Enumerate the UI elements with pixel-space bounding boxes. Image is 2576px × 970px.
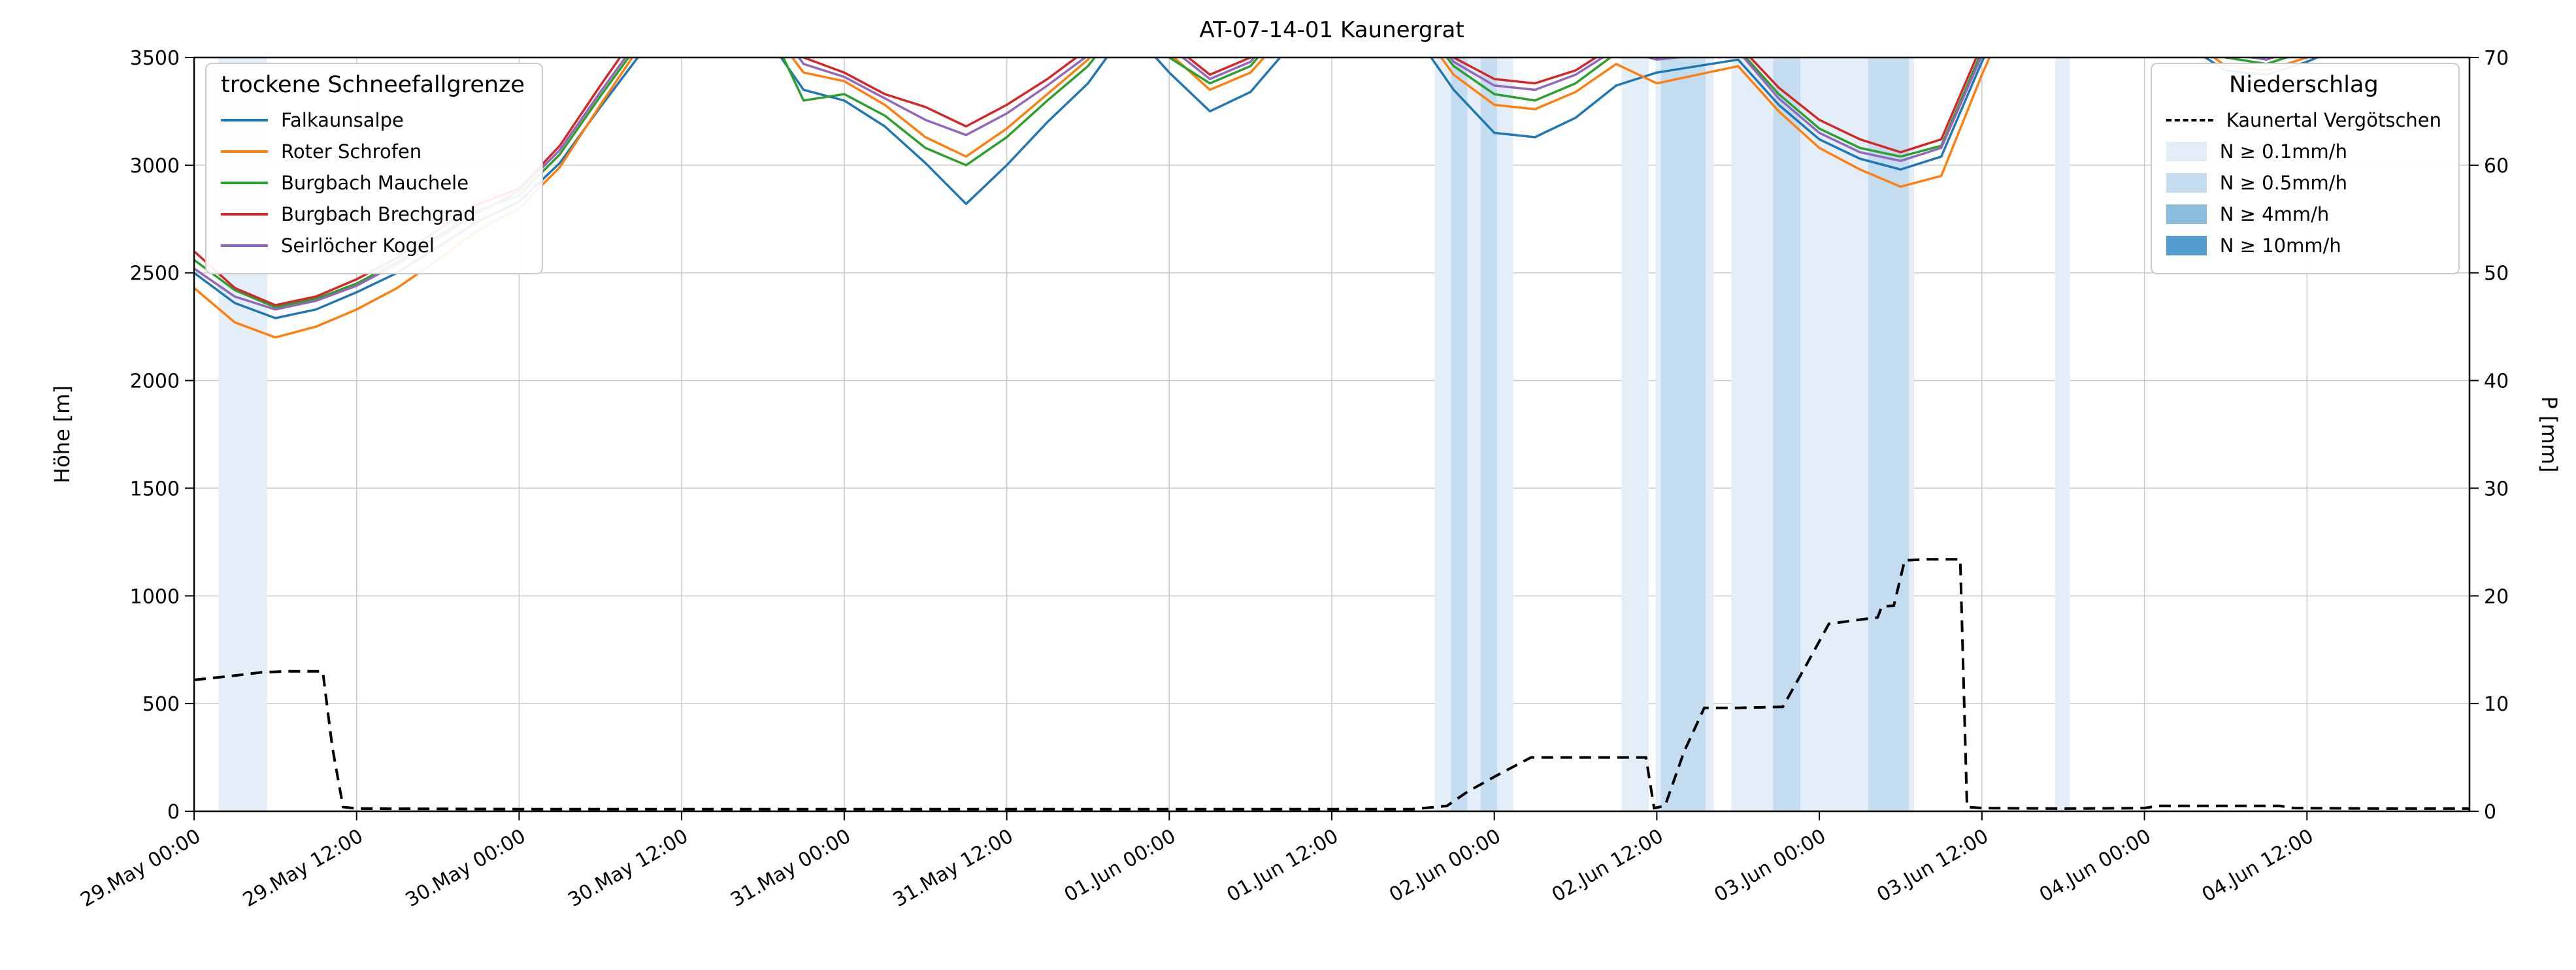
y-tick-label-right: 70 <box>2484 47 2509 70</box>
burgbach-mauchele-line-swatch <box>221 182 268 184</box>
gridlines <box>194 57 2469 811</box>
x-tick-label: 31.May 12:00 <box>889 825 1017 912</box>
precip-band <box>2055 57 2070 811</box>
precip-band <box>1481 57 1497 811</box>
burgbach-brechgrad-line-swatch <box>221 213 268 216</box>
y-tick-label-left: 3000 <box>130 155 180 178</box>
y-tick-label-right: 0 <box>2484 801 2496 824</box>
x-tick-label: 30.May 00:00 <box>402 825 530 912</box>
series-line-seirl-cher-kogel <box>194 57 2277 311</box>
y-tick-label-left: 2000 <box>130 370 180 393</box>
legend-item-falkaunsalpe: Falkaunsalpe <box>221 105 525 136</box>
y-tick-label-right: 40 <box>2484 370 2509 393</box>
legend-item-label: Burgbach Brechgrad <box>281 203 476 225</box>
band-swatch-4mmh <box>2166 204 2207 224</box>
y-tick-label-left: 2500 <box>130 263 180 285</box>
legend-snowline: trockene Schneefallgrenze Falkaunsalpe R… <box>205 63 543 274</box>
precipitation-line-swatch <box>2166 119 2213 121</box>
legend-item-label: Burgbach Mauchele <box>281 172 469 194</box>
legend-item-label: Kaunertal Vergötschen <box>2226 109 2441 131</box>
legend-precipitation-title: Niederschlag <box>2229 72 2379 98</box>
y-axis-label-right: P [mm] <box>2537 396 2562 473</box>
precip-band <box>1621 57 1649 811</box>
y-tick-label-left: 0 <box>167 801 180 824</box>
y-tick-label-right: 60 <box>2484 155 2509 178</box>
legend-item-band-0.1mmh: N ≥ 0.1mm/h <box>2166 136 2441 167</box>
axis-ticks <box>185 57 2479 820</box>
x-tick-label: 01.Jun 00:00 <box>1061 825 1180 907</box>
band-swatch-0.1mmh <box>2166 142 2207 161</box>
legend-precipitation: Niederschlag Kaunertal Vergötschen N ≥ 0… <box>2150 63 2460 274</box>
legend-item-label: Seirlöcher Kogel <box>281 234 435 257</box>
legend-item-burgbach-mauchele: Burgbach Mauchele <box>221 167 525 199</box>
legend-item-seirloecher-kogel: Seirlöcher Kogel <box>221 230 525 261</box>
x-tick-label: 29.May 12:00 <box>239 825 367 912</box>
falkaunsalpe-line-swatch <box>221 119 268 121</box>
series-line-roter-schrofen <box>194 57 2310 339</box>
precip-band <box>1660 57 1706 811</box>
series-line-burgbach-brechgrad <box>194 57 1978 306</box>
y-tick-label-right: 20 <box>2484 585 2509 608</box>
roter-schrofen-line-swatch <box>221 150 268 153</box>
y-tick-label-right: 30 <box>2484 477 2509 500</box>
y-tick-label-left: 1000 <box>130 585 180 608</box>
precip-band <box>1451 57 1468 811</box>
precip-band <box>1773 57 1801 811</box>
x-tick-label: 04.Jun 12:00 <box>2198 825 2318 907</box>
x-tick-label: 31.May 00:00 <box>727 825 855 912</box>
series-line-falkaunsalpe <box>194 57 2320 319</box>
x-tick-label: 29.May 00:00 <box>76 825 205 912</box>
legend-item-band-4mmh: N ≥ 4mm/h <box>2166 199 2441 230</box>
y-tick-label-left: 500 <box>142 693 180 716</box>
x-tick-label: 03.Jun 00:00 <box>1711 825 1830 907</box>
precip-band <box>1434 57 1513 811</box>
chart-title: AT-07-14-01 Kaunergrat <box>1199 17 1464 43</box>
band-swatch-0.5mmh <box>2166 173 2207 193</box>
y-axis-label-left: Höhe [m] <box>50 385 74 483</box>
legend-item-label: N ≥ 0.5mm/h <box>2219 172 2347 194</box>
data-lines <box>194 57 2469 811</box>
legend-item-kaunertal-vergoetschen: Kaunertal Vergötschen <box>2166 105 2441 136</box>
legend-item-label: Falkaunsalpe <box>281 109 404 131</box>
legend-item-label: N ≥ 10mm/h <box>2219 234 2341 257</box>
legend-item-label: Roter Schrofen <box>281 140 422 163</box>
precip-bands <box>218 57 2070 811</box>
x-tick-label: 30.May 12:00 <box>564 825 692 912</box>
x-tick-label: 02.Jun 12:00 <box>1548 825 1668 907</box>
precip-band <box>1868 57 1909 811</box>
x-tick-label: 04.Jun 00:00 <box>2036 825 2155 907</box>
legend-item-burgbach-brechgrad: Burgbach Brechgrad <box>221 199 525 230</box>
x-tick-label: 02.Jun 00:00 <box>1385 825 1505 907</box>
y-tick-label-left: 1500 <box>130 477 180 500</box>
legend-snowline-title: trockene Schneefallgrenze <box>221 72 525 98</box>
series-line-burgbach-mauchele <box>194 57 2290 309</box>
legend-item-label: N ≥ 4mm/h <box>2219 203 2330 225</box>
x-tick-label: 03.Jun 12:00 <box>1873 825 1992 907</box>
seirloecher-kogel-line-swatch <box>221 244 268 247</box>
band-swatch-10mmh <box>2166 236 2207 255</box>
legend-item-band-0.5mmh: N ≥ 0.5mm/h <box>2166 167 2441 199</box>
legend-item-roter-schrofen: Roter Schrofen <box>221 136 525 167</box>
legend-item-label: N ≥ 0.1mm/h <box>2219 140 2347 163</box>
y-tick-label-left: 3500 <box>130 47 180 70</box>
precipitation-line <box>194 558 2469 811</box>
y-tick-label-right: 10 <box>2484 693 2509 716</box>
x-tick-label: 01.Jun 12:00 <box>1223 825 1342 907</box>
legend-item-band-10mmh: N ≥ 10mm/h <box>2166 230 2441 261</box>
y-tick-label-right: 50 <box>2484 263 2509 285</box>
